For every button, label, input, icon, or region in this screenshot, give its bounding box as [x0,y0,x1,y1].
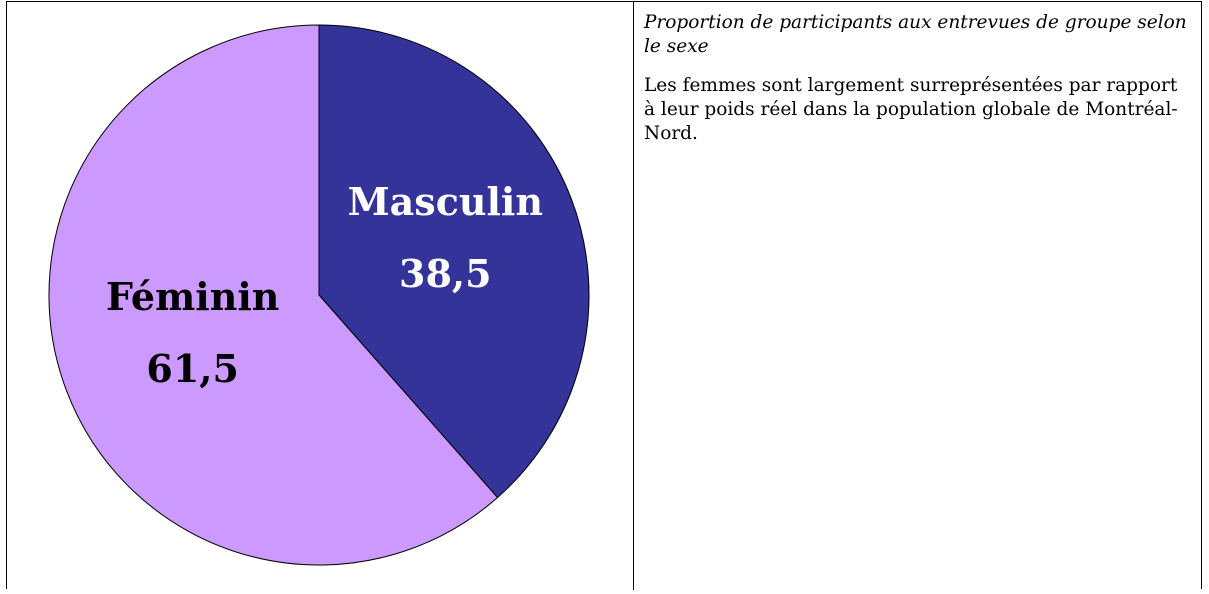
description: Les femmes sont largement surreprésentée… [644,75,1178,144]
chart-cell: Masculin 38,5 Féminin 61,5 [7,2,634,590]
caption: Proportion de participants aux entrevues… [644,12,1187,57]
chart: Masculin 38,5 Féminin 61,5 [48,24,590,566]
slice-value-label: 38,5 [399,251,492,296]
slice-label: Masculin [348,179,543,224]
pie-slice [48,24,499,566]
text-cell: Proportion de participants aux entrevues… [644,11,1189,146]
slice-value-label: 61,5 [146,346,239,391]
slice-label: Féminin [106,274,279,319]
pie-slice [318,24,590,499]
table-frame: Masculin 38,5 Féminin 61,5 Proportion de pa… [6,1,1202,590]
